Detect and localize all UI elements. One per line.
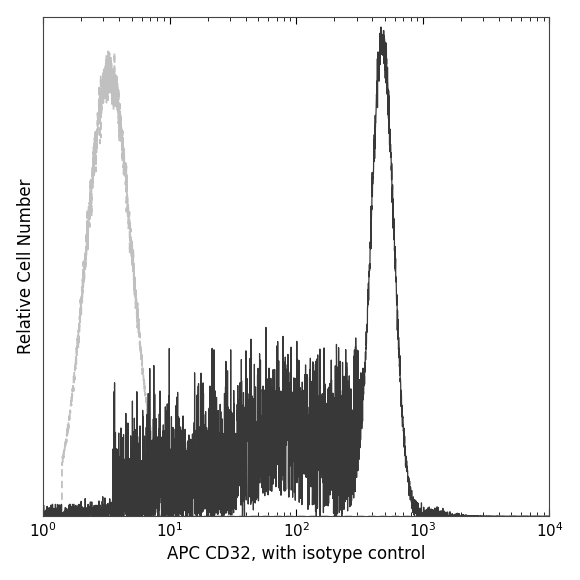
X-axis label: APC CD32, with isotype control: APC CD32, with isotype control xyxy=(167,545,426,563)
Y-axis label: Relative Cell Number: Relative Cell Number xyxy=(17,179,35,354)
